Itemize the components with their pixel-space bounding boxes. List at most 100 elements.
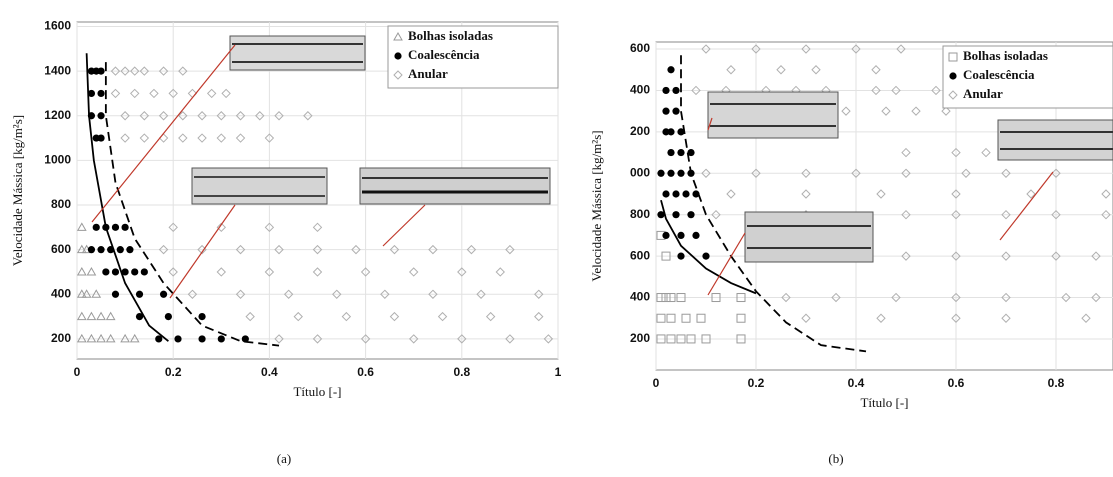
- x-tick-label: 0.2: [748, 376, 765, 390]
- x-tick-label: 0.8: [1048, 376, 1065, 390]
- point: [274, 111, 284, 121]
- point: [876, 189, 886, 199]
- y-tick-label: 800: [51, 197, 71, 211]
- legend-marker: [394, 52, 402, 60]
- point: [911, 106, 921, 116]
- point: [312, 244, 323, 255]
- point: [891, 85, 901, 96]
- point: [1091, 292, 1101, 303]
- point: [121, 223, 129, 231]
- point: [158, 66, 169, 76]
- insets: [91, 35, 1113, 299]
- point: [711, 209, 721, 220]
- point: [702, 252, 710, 260]
- point: [776, 65, 786, 75]
- point: [687, 148, 695, 157]
- point: [534, 311, 544, 322]
- point: [667, 148, 675, 157]
- point: [135, 312, 144, 321]
- y-tick-label: 1000: [44, 153, 71, 167]
- legend-label: Coalescência: [963, 67, 1035, 82]
- y-tick-label: 400: [630, 290, 650, 304]
- arrow: [382, 204, 426, 247]
- point: [168, 222, 178, 233]
- y-tick-label: 400: [630, 83, 650, 97]
- point: [168, 267, 178, 277]
- point: [661, 251, 671, 261]
- point: [158, 111, 169, 121]
- point: [1051, 209, 1061, 220]
- point: [158, 133, 169, 143]
- point: [1001, 292, 1011, 303]
- point: [135, 290, 144, 298]
- point: [801, 313, 811, 323]
- y-axis-label: Velocidade Mássica [kg/m²s]: [10, 115, 25, 266]
- point: [656, 313, 666, 323]
- point: [139, 66, 150, 76]
- point: [198, 335, 206, 343]
- point: [736, 293, 746, 303]
- point: [657, 169, 665, 177]
- legend-label: Bolhas isoladas: [408, 28, 493, 43]
- point: [485, 311, 496, 322]
- point: [216, 133, 227, 143]
- point: [274, 244, 284, 255]
- point: [235, 111, 246, 121]
- point: [851, 44, 861, 54]
- point: [696, 313, 706, 323]
- point: [129, 333, 140, 343]
- point: [76, 311, 87, 321]
- point: [76, 266, 87, 276]
- point: [1001, 209, 1011, 220]
- legend-marker: [393, 31, 403, 41]
- point: [130, 88, 140, 99]
- point: [149, 88, 159, 99]
- x-tick-label: 0.4: [848, 376, 865, 390]
- y-tick-label: 200: [51, 331, 71, 345]
- point: [221, 88, 231, 99]
- point: [1081, 313, 1091, 323]
- point: [677, 231, 685, 240]
- point: [951, 147, 961, 158]
- point: [667, 169, 675, 177]
- point: [692, 190, 700, 198]
- point: [168, 88, 178, 99]
- point: [811, 65, 821, 75]
- y-tick-label: 800: [630, 207, 650, 221]
- point: [96, 333, 106, 343]
- point: [178, 133, 188, 143]
- point: [120, 133, 130, 143]
- point: [120, 111, 130, 121]
- arrow: [707, 232, 746, 296]
- point: [666, 334, 676, 344]
- point: [896, 44, 906, 54]
- legend-marker: [948, 52, 958, 62]
- point: [672, 190, 680, 198]
- point: [408, 267, 419, 277]
- point: [1026, 189, 1036, 199]
- point: [505, 244, 515, 255]
- arrow: [999, 171, 1054, 241]
- point: [687, 169, 695, 177]
- point: [332, 289, 342, 299]
- point: [303, 111, 313, 121]
- point: [676, 334, 686, 344]
- point: [96, 311, 106, 321]
- x-tick-label: 0.8: [453, 365, 470, 379]
- photo-inset: [997, 119, 1113, 161]
- point: [235, 244, 246, 255]
- point: [351, 244, 361, 255]
- point: [801, 44, 811, 54]
- point: [216, 222, 227, 233]
- point: [293, 311, 303, 322]
- point: [139, 111, 150, 121]
- point: [751, 168, 761, 178]
- point: [681, 313, 691, 323]
- point: [76, 244, 87, 254]
- point: [389, 244, 400, 255]
- point: [140, 268, 148, 276]
- point: [97, 67, 105, 75]
- point: [672, 211, 680, 219]
- point: [961, 168, 971, 178]
- point: [1001, 313, 1011, 323]
